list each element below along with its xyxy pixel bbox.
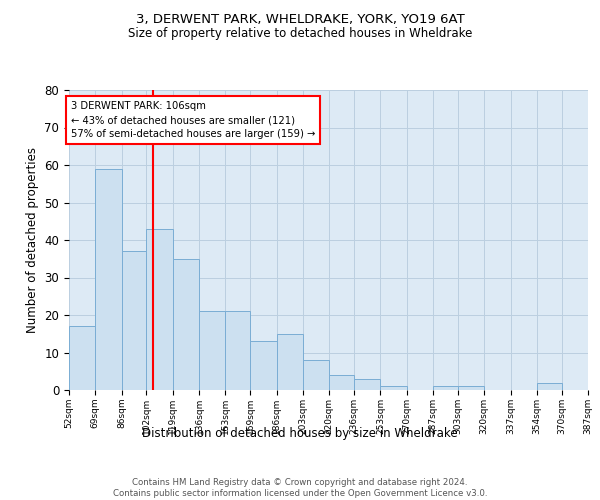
- Bar: [329, 375, 354, 390]
- Text: Distribution of detached houses by size in Wheldrake: Distribution of detached houses by size …: [142, 428, 458, 440]
- Text: 3, DERWENT PARK, WHELDRAKE, YORK, YO19 6AT: 3, DERWENT PARK, WHELDRAKE, YORK, YO19 6…: [136, 12, 464, 26]
- Bar: [303, 360, 329, 390]
- Bar: [277, 334, 303, 390]
- Bar: [458, 386, 484, 390]
- Bar: [250, 341, 277, 390]
- Text: Contains HM Land Registry data © Crown copyright and database right 2024.
Contai: Contains HM Land Registry data © Crown c…: [113, 478, 487, 498]
- Bar: [69, 326, 95, 390]
- Bar: [354, 379, 380, 390]
- Bar: [433, 386, 458, 390]
- Bar: [199, 311, 226, 390]
- Bar: [380, 386, 407, 390]
- Bar: [173, 259, 199, 390]
- Bar: [95, 169, 122, 390]
- Text: 3 DERWENT PARK: 106sqm
← 43% of detached houses are smaller (121)
57% of semi-de: 3 DERWENT PARK: 106sqm ← 43% of detached…: [71, 101, 315, 139]
- Bar: [226, 311, 250, 390]
- Bar: [537, 382, 562, 390]
- Bar: [146, 229, 173, 390]
- Y-axis label: Number of detached properties: Number of detached properties: [26, 147, 39, 333]
- Bar: [122, 251, 146, 390]
- Text: Size of property relative to detached houses in Wheldrake: Size of property relative to detached ho…: [128, 28, 472, 40]
